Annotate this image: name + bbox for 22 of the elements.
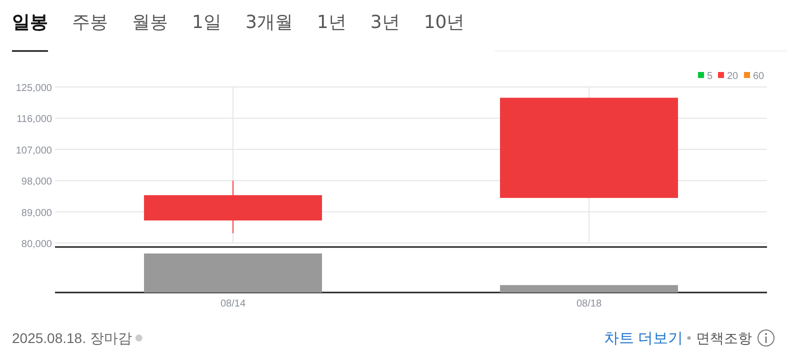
text: 월봉 (132, 12, 168, 33)
text: 3개월 (245, 12, 293, 33)
text: 차트 더보기 (604, 330, 683, 347)
y-tick-label: 80,000 (21, 239, 52, 250)
legend-label: 60 (753, 71, 765, 82)
text: 주봉 (72, 12, 108, 33)
y-tick-label: 98,000 (21, 176, 52, 188)
y-tick-label: 107,000 (16, 145, 52, 156)
y-tick-label: 89,000 (21, 208, 52, 219)
legend-label: 20 (727, 71, 739, 82)
text: 1일 (192, 12, 222, 33)
x-tick-label: 08/18 (576, 298, 602, 310)
text: 3년 (370, 12, 400, 33)
text: 10년 (424, 12, 465, 33)
y-tick-label: 125,000 (16, 83, 52, 94)
y-tick-label: 116,000 (16, 114, 52, 126)
text: 2025.08.18. 장마감 (12, 330, 132, 346)
x-tick-label: 08/14 (220, 298, 246, 310)
text: 면책조항 (696, 330, 752, 346)
text: 1년 (316, 12, 346, 33)
text: 일봉 (12, 12, 48, 33)
legend-label: 5 (707, 71, 713, 82)
